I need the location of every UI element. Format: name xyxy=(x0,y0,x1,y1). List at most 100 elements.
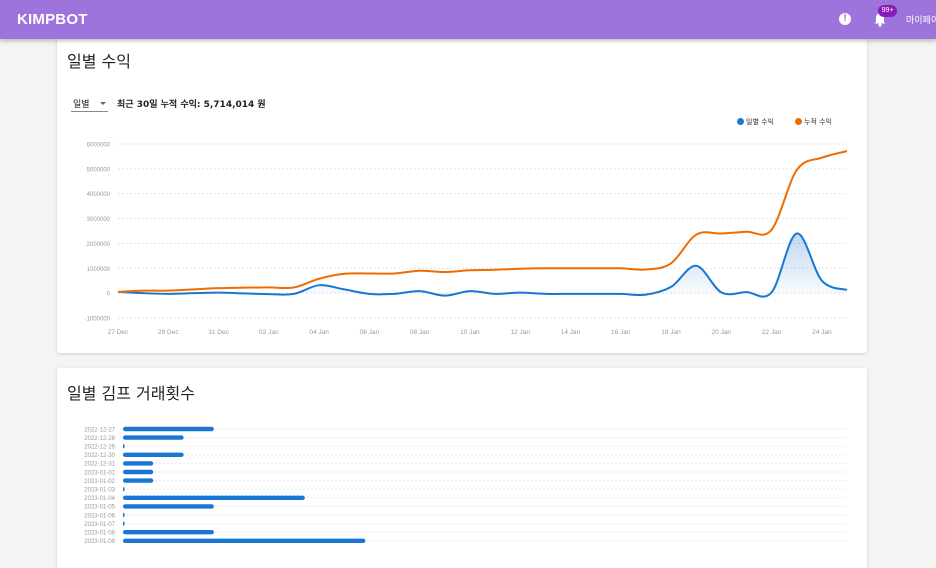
data-point xyxy=(820,279,823,282)
data-point xyxy=(217,291,220,294)
category-label: 2023-01-04 xyxy=(84,496,115,502)
x-tick-label: 31 Dec xyxy=(208,329,229,336)
data-point xyxy=(167,292,170,295)
data-point xyxy=(292,286,295,289)
bar xyxy=(123,521,125,526)
data-point xyxy=(569,267,572,270)
data-point xyxy=(292,292,295,295)
data-point xyxy=(544,292,547,295)
data-point xyxy=(192,288,195,291)
data-point xyxy=(795,169,798,172)
category-label: 2022-12-29 xyxy=(84,445,115,451)
data-point xyxy=(770,291,773,294)
data-point xyxy=(544,267,547,270)
x-tick-label: 18 Jan xyxy=(661,329,681,336)
data-point xyxy=(795,232,798,235)
data-point xyxy=(267,286,270,289)
data-point xyxy=(443,294,446,297)
trade-count-title: 일별 김프 거래횟수 xyxy=(67,384,195,403)
data-point xyxy=(167,289,170,292)
data-point xyxy=(393,292,396,295)
top-app-bar: KIMPBOT ! 99+ 마이페이지 xyxy=(0,0,936,39)
cumulative-profit-summary: 최근 30일 누적 수익: 5,714,014 원 xyxy=(117,100,266,110)
data-point xyxy=(820,156,823,159)
data-point xyxy=(670,285,673,288)
data-point xyxy=(418,290,421,293)
bar xyxy=(123,444,125,449)
x-tick-label: 06 Jan xyxy=(360,329,380,336)
bar xyxy=(123,538,366,543)
data-point xyxy=(117,290,120,293)
data-point xyxy=(242,286,245,289)
data-point xyxy=(619,292,622,295)
alert-icon[interactable]: ! xyxy=(839,13,851,25)
data-point xyxy=(569,292,572,295)
legend-marker xyxy=(795,118,802,125)
y-tick-label: 0 xyxy=(107,292,111,298)
y-tick-label: 1000000 xyxy=(87,267,111,273)
bar xyxy=(123,504,214,509)
data-point xyxy=(142,289,145,292)
category-label: 2022-12-30 xyxy=(84,453,115,459)
data-point xyxy=(368,292,371,295)
legend-item-cumulative[interactable]: 누적 수익 xyxy=(795,117,832,127)
period-select-value: 일별 xyxy=(73,100,90,110)
data-point xyxy=(318,277,321,280)
data-point xyxy=(192,292,195,295)
x-tick-label: 24 Jan xyxy=(812,329,832,336)
x-tick-label: 08 Jan xyxy=(410,329,430,336)
category-label: 2023-01-01 xyxy=(84,470,115,476)
category-label: 2022-12-28 xyxy=(84,436,115,442)
data-point xyxy=(745,291,748,294)
x-tick-label: 14 Jan xyxy=(561,329,581,336)
daily-profit-title: 일별 수익 xyxy=(67,52,131,71)
data-point xyxy=(594,267,597,270)
data-point xyxy=(494,268,497,271)
data-point xyxy=(745,230,748,233)
legend-label: 일별 수익 xyxy=(746,118,774,126)
data-point xyxy=(217,287,220,290)
x-tick-label: 10 Jan xyxy=(460,329,480,336)
bar xyxy=(123,530,214,535)
bar xyxy=(123,469,154,475)
series-line-0 xyxy=(117,232,848,298)
data-point xyxy=(468,269,471,272)
brand-logo[interactable]: KIMPBOT xyxy=(17,11,88,28)
data-point xyxy=(594,292,597,295)
legend-label: 누적 수익 xyxy=(804,118,832,126)
data-point xyxy=(343,288,346,291)
data-point xyxy=(695,233,698,236)
bar xyxy=(123,461,154,466)
period-select[interactable]: 일별 xyxy=(71,96,108,112)
bar xyxy=(123,495,305,500)
legend-item-daily[interactable]: 일별 수익 xyxy=(737,117,774,127)
category-label: 2023-01-07 xyxy=(84,522,115,528)
data-point xyxy=(418,269,421,272)
y-tick-label: -1000000 xyxy=(85,317,111,323)
x-tick-label: 12 Jan xyxy=(510,329,530,336)
category-label: 2023-01-02 xyxy=(84,479,115,485)
data-point xyxy=(846,288,849,291)
data-point xyxy=(443,271,446,274)
data-point xyxy=(846,150,849,153)
data-point xyxy=(670,262,673,265)
data-point xyxy=(720,291,723,294)
category-label: 2023-01-09 xyxy=(84,539,115,545)
data-point xyxy=(494,292,497,295)
category-label: 2023-01-03 xyxy=(84,488,115,494)
mypage-link[interactable]: 마이페이지 xyxy=(906,16,936,26)
x-tick-label: 20 Jan xyxy=(712,329,732,336)
y-tick-label: 3000000 xyxy=(87,217,111,223)
bar xyxy=(123,478,154,483)
legend-marker xyxy=(737,118,744,125)
x-tick-label: 22 Jan xyxy=(762,329,782,336)
category-label: 2022-12-27 xyxy=(84,427,115,433)
bar xyxy=(123,487,125,492)
x-tick-label: 16 Jan xyxy=(611,329,631,336)
data-point xyxy=(318,284,321,287)
data-point xyxy=(519,291,522,294)
category-label: 2023-01-05 xyxy=(84,505,115,511)
data-point xyxy=(644,293,647,296)
data-point xyxy=(695,264,698,267)
data-point xyxy=(267,293,270,296)
